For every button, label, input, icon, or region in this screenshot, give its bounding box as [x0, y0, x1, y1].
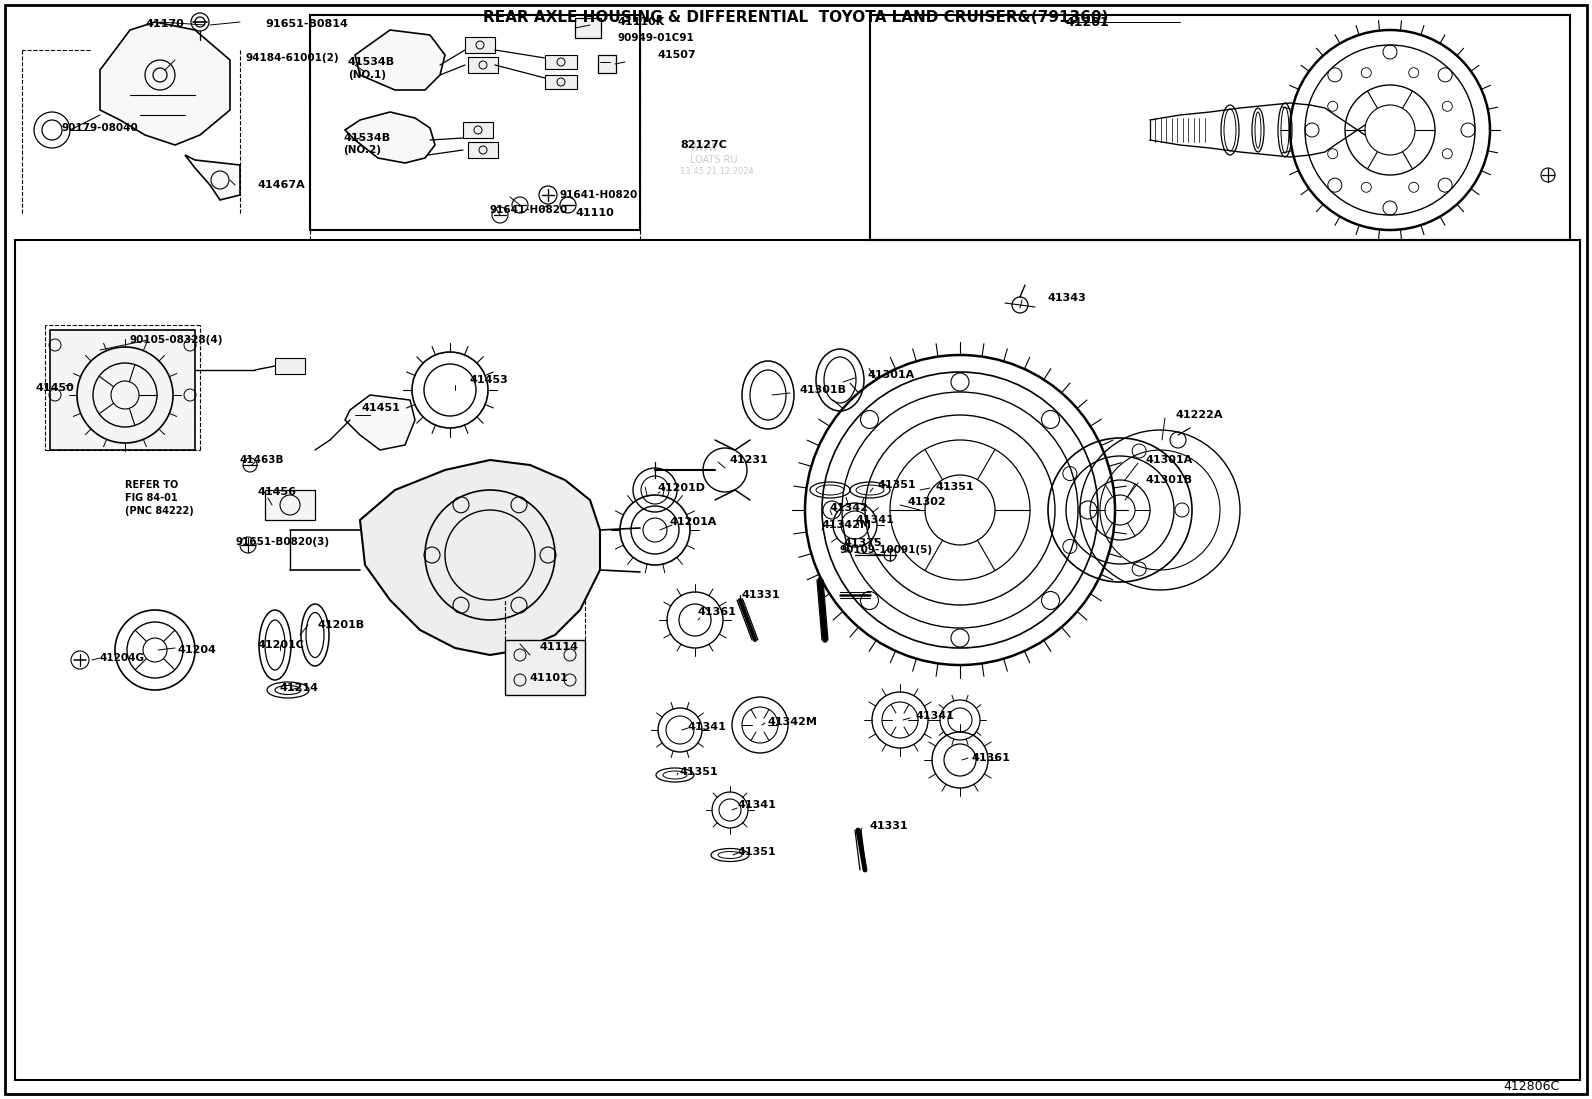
Text: 41341: 41341 [739, 800, 777, 810]
Text: LOATS.RU: LOATS.RU [689, 155, 737, 165]
Text: 41451: 41451 [361, 403, 401, 413]
Text: 90179-08040: 90179-08040 [62, 123, 139, 133]
Text: 41331: 41331 [869, 821, 909, 831]
Text: 41201: 41201 [1065, 15, 1108, 29]
Bar [264, 490, 315, 520]
Text: 41201A: 41201A [670, 517, 718, 528]
Text: 41467A: 41467A [258, 180, 306, 190]
Text: 41343: 41343 [1048, 293, 1087, 303]
Text: 412806C: 412806C [1504, 1080, 1560, 1094]
Polygon shape [345, 112, 435, 163]
Text: 41375: 41375 [844, 539, 882, 548]
Text: 41453: 41453 [470, 375, 509, 385]
Text: 41201B: 41201B [318, 620, 365, 630]
Text: 13:45 21.12.2024: 13:45 21.12.2024 [680, 167, 753, 177]
Text: 90109-10091(5): 90109-10091(5) [841, 545, 933, 555]
Text: 91641-H0820: 91641-H0820 [560, 190, 638, 200]
Text: (NO.1): (NO.1) [349, 70, 385, 80]
Text: 91651-B0820(3): 91651-B0820(3) [236, 537, 330, 547]
Text: 90949-01C91: 90949-01C91 [618, 33, 694, 43]
Text: 91651-B0814: 91651-B0814 [264, 19, 349, 29]
Text: 41341: 41341 [855, 515, 893, 525]
Bar [465, 37, 495, 53]
Text: 41110K: 41110K [618, 16, 665, 27]
Text: 41342M: 41342M [767, 717, 818, 728]
Bar [599, 55, 616, 73]
Text: 41342: 41342 [829, 503, 869, 513]
Text: 41114: 41114 [540, 642, 579, 652]
Text: 91641-H0820: 91641-H0820 [490, 206, 568, 215]
Polygon shape [355, 30, 446, 90]
Text: 41302: 41302 [907, 497, 947, 507]
Bar [468, 57, 498, 73]
Text: 41301B: 41301B [1145, 475, 1192, 485]
Text: 41214: 41214 [280, 682, 318, 693]
Bar [869, 15, 1570, 240]
Text: 41351: 41351 [739, 847, 777, 857]
Text: 41534B: 41534B [342, 133, 390, 143]
Text: 41351: 41351 [680, 767, 718, 777]
Text: 41507: 41507 [657, 49, 697, 60]
Text: 41342M: 41342M [821, 520, 872, 530]
Text: 94184-61001(2): 94184-61001(2) [245, 53, 339, 63]
Text: 41301A: 41301A [1145, 455, 1192, 465]
Text: FIG 84-01: FIG 84-01 [126, 493, 178, 503]
Text: 41110: 41110 [575, 208, 615, 218]
Text: 41170: 41170 [145, 19, 183, 29]
Text: (NO.2): (NO.2) [342, 145, 380, 155]
Text: 41361: 41361 [697, 607, 737, 617]
Text: 41351: 41351 [935, 482, 974, 492]
Text: 41222A: 41222A [1175, 410, 1223, 420]
Text: 41361: 41361 [973, 753, 1011, 763]
Text: 82127C: 82127C [680, 140, 728, 149]
Bar [310, 15, 640, 230]
Text: 41204: 41204 [178, 645, 217, 655]
Text: 41341: 41341 [915, 711, 954, 721]
Text: REFER TO: REFER TO [126, 480, 178, 490]
Bar [275, 358, 306, 374]
Polygon shape [345, 395, 416, 449]
Text: REAR AXLE HOUSING & DIFFERENTIAL  TOYOTA LAND CRUISER&(791360): REAR AXLE HOUSING & DIFFERENTIAL TOYOTA … [484, 11, 1108, 25]
Bar [14, 240, 1579, 1080]
Text: 41534B: 41534B [349, 57, 395, 67]
Bar [468, 142, 498, 158]
Bar [575, 18, 602, 38]
Bar [544, 75, 576, 89]
Text: 41231: 41231 [731, 455, 769, 465]
Text: 41101: 41101 [530, 673, 568, 682]
Text: 41450: 41450 [35, 382, 73, 393]
Text: 41331: 41331 [742, 590, 780, 600]
Text: 41351: 41351 [879, 480, 917, 490]
Text: WWW.: WWW. [689, 143, 721, 153]
Polygon shape [360, 460, 600, 655]
Polygon shape [100, 22, 229, 145]
Text: 41201C: 41201C [258, 640, 306, 650]
Text: 90105-08328(4): 90105-08328(4) [131, 335, 223, 345]
Text: (PNC 84222): (PNC 84222) [126, 506, 194, 517]
Text: 41301A: 41301A [868, 370, 915, 380]
Bar [49, 330, 194, 449]
Text: 41201D: 41201D [657, 482, 705, 493]
Text: 41204G: 41204G [100, 653, 145, 663]
Text: 41301B: 41301B [801, 385, 847, 395]
Text: 41341: 41341 [688, 722, 728, 732]
Bar [544, 55, 576, 69]
Bar [505, 640, 584, 695]
Text: 41463B: 41463B [240, 455, 285, 465]
Bar [463, 122, 494, 138]
Text: 41456: 41456 [258, 487, 298, 497]
Polygon shape [185, 155, 240, 200]
